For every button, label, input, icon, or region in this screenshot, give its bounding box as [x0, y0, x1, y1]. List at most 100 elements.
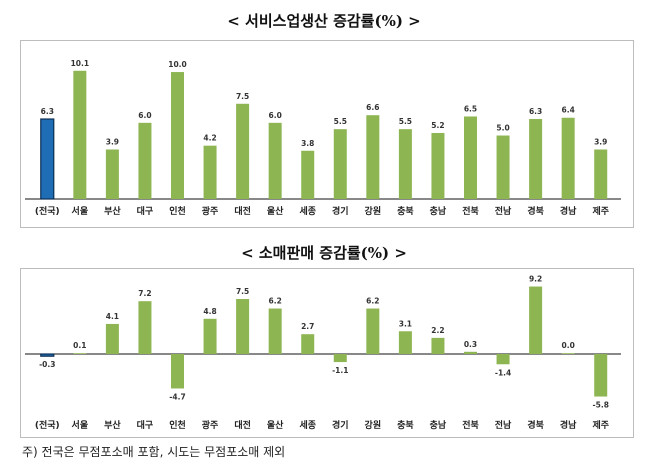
chart1-value-label-2: 3.9	[106, 137, 119, 146]
chart1-bar-1	[73, 70, 87, 199]
chart2-value-label-12: 2.2	[431, 326, 444, 335]
chart1-category-label-7: 울산	[267, 205, 284, 217]
chart2-bar-6	[236, 299, 250, 354]
chart2-bar-14	[496, 354, 510, 365]
chart2-category-label-6: 대전	[234, 419, 251, 431]
chart1-value-label-12: 5.2	[431, 121, 444, 130]
chart2-bar-8	[301, 334, 315, 354]
chart2-category-label-12: 충남	[430, 419, 447, 431]
chart1-category-label-1: 서울	[72, 205, 89, 217]
chart2-category-label-2: 부산	[104, 419, 121, 431]
chart1-value-label-3: 6.0	[138, 111, 151, 120]
chart2-bar-12	[431, 337, 445, 354]
footnote: 주) 전국은 무점포소매 포함, 시도는 무점포소매 제외	[22, 445, 286, 459]
chart2-category-label-3: 대구	[137, 419, 154, 431]
chart2-category-label-13: 전북	[462, 419, 479, 431]
chart1-category-label-3: 대구	[137, 205, 154, 217]
chart1-bar-15	[529, 119, 543, 199]
chart1-value-label-0: 6.3	[41, 107, 54, 116]
chart1-bar-16	[561, 117, 575, 199]
chart1-value-label-4: 10.0	[168, 60, 187, 69]
chart1-category-label-14: 전남	[495, 205, 512, 217]
chart2-bar-0	[40, 353, 55, 357]
chart1-value-label-6: 7.5	[236, 92, 249, 101]
chart2-category-label-10: 강원	[365, 419, 382, 431]
chart1-category-label-12: 충남	[430, 205, 447, 217]
chart2-category-label-15: 경북	[527, 419, 544, 431]
chart2-category-label-1: 서울	[72, 419, 89, 431]
chart1-bar-2	[105, 149, 119, 199]
chart2-value-label-2: 4.1	[106, 312, 119, 321]
chart1-category-label-6: 대전	[234, 205, 251, 217]
chart1-bar-13	[464, 116, 477, 199]
chart2-category-label-0: (전국)	[35, 419, 60, 431]
chart2-value-label-11: 3.1	[399, 319, 412, 328]
chart2-value-label-5: 4.8	[203, 307, 216, 316]
chart1-category-label-17: 제주	[592, 205, 609, 217]
chart2-bar-7	[268, 308, 282, 354]
chart2-bar-2	[105, 323, 119, 354]
chart1-category-label-4: 인천	[169, 206, 186, 217]
chart1-value-label-8: 3.8	[301, 139, 314, 148]
chart2-value-label-17: -5.8	[593, 401, 609, 410]
chart1-category-label-0: (전국)	[35, 205, 60, 217]
chart2-value-label-6: 7.5	[236, 287, 249, 296]
chart1-value-label-1: 10.1	[71, 59, 90, 68]
chart2-value-label-13: 0.3	[464, 340, 477, 349]
chart1-value-label-17: 3.9	[594, 137, 607, 146]
chart2-bar-17	[594, 354, 608, 397]
chart2-value-label-0: -0.3	[39, 360, 55, 369]
chart1-bar-12	[431, 132, 445, 199]
chart2-value-label-1: 0.1	[73, 341, 86, 350]
chart1-value-label-16: 6.4	[562, 106, 575, 115]
chart1-svg: 6.3 (전국) 10.1 서울 3.9 부산 6.0 대구 10.0 인천 4.2 광주 7.5 대전 6…	[25, 59, 621, 217]
chart1-category-label-10: 강원	[365, 205, 382, 217]
chart1-bar-3	[138, 122, 152, 199]
chart2-value-label-3: 7.2	[138, 289, 151, 298]
chart1-bar-0	[40, 118, 55, 200]
chart2-category-label-4: 인천	[169, 420, 186, 431]
chart1-bar-8	[301, 150, 315, 199]
chart1-value-label-5: 4.2	[203, 134, 216, 143]
chart2-bar-5	[203, 318, 217, 354]
chart1-category-label-8: 세종	[299, 205, 316, 217]
chart2-value-label-14: -1.4	[495, 368, 511, 377]
chart2-title: < 소매판매 증감률(%) >	[241, 244, 407, 262]
chart2-bar-11	[398, 331, 412, 354]
chart1-category-label-13: 전북	[462, 205, 479, 217]
chart1-title: < 서비스업생산 증감률(%) >	[227, 12, 421, 30]
chart2-value-label-16: 0.0	[562, 341, 575, 350]
chart1-bar-11	[398, 129, 412, 199]
chart2-category-label-7: 울산	[267, 419, 284, 431]
chart2-category-label-8: 세종	[299, 419, 316, 431]
chart2-value-label-10: 6.2	[366, 297, 379, 306]
chart1-bar-10	[366, 115, 380, 199]
chart1-value-label-10: 6.6	[366, 103, 379, 112]
chart1-category-label-9: 경기	[332, 205, 349, 217]
chart1-bar-7	[268, 122, 282, 199]
chart2-category-label-5: 광주	[202, 419, 219, 431]
chart2-bar-13	[464, 351, 477, 354]
chart1-category-label-11: 충북	[397, 205, 414, 217]
chart1-category-label-16: 경남	[560, 205, 577, 217]
chart1-value-label-14: 5.0	[496, 124, 509, 133]
chart1-bar-4	[171, 72, 184, 199]
chart2-category-label-14: 전남	[495, 419, 512, 431]
chart2-category-label-9: 경기	[332, 419, 349, 431]
chart1-bar-17	[594, 149, 608, 199]
chart1-bar-14	[496, 135, 510, 199]
chart2-svg: -0.3 (전국) 0.1 서울 4.1 부산 7.2 대구 -4.7 인천 4.8 광주 7.5 대전 6…	[25, 275, 621, 431]
chart1-bar-6	[236, 103, 250, 199]
chart2-bar-9	[333, 354, 347, 363]
chart2-bar-10	[366, 308, 380, 354]
chart2-value-label-4: -4.7	[169, 392, 185, 401]
chart1-value-label-15: 6.3	[529, 107, 542, 116]
chart2-bar-3	[138, 301, 152, 354]
chart2-bar-16	[561, 353, 575, 354]
chart2-value-label-15: 9.2	[529, 275, 542, 284]
chart2-category-label-11: 충북	[397, 419, 414, 431]
chart1-bar-5	[203, 145, 217, 199]
chart2-category-label-16: 경남	[560, 419, 577, 431]
chart2-bar-1	[73, 353, 87, 354]
chart1-value-label-9: 5.5	[334, 117, 347, 126]
